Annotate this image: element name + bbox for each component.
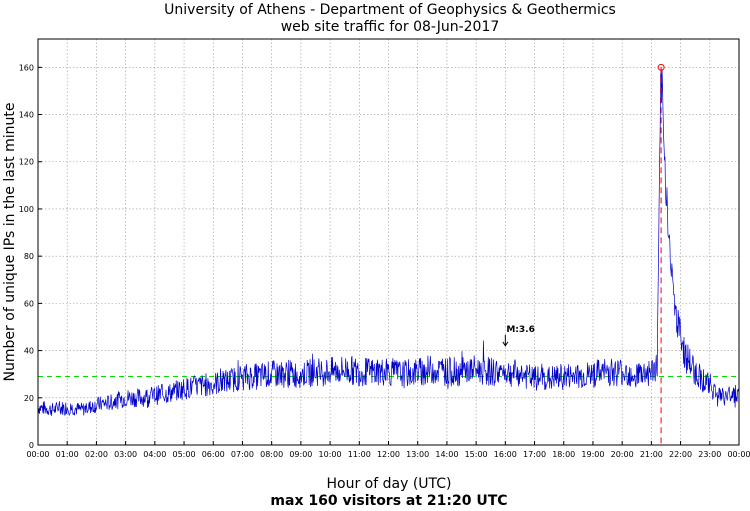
annotation-magnitude: M:3.6 — [502, 325, 535, 347]
x-tick-label: 04:00 — [143, 450, 166, 459]
x-tick-label: 13:00 — [406, 450, 429, 459]
y-axis-label: Number of unique IPs in the last minute — [2, 103, 18, 382]
x-tick-label: 14:00 — [435, 450, 458, 459]
x-tick-label: 08:00 — [260, 450, 283, 459]
x-tick-label: 10:00 — [319, 450, 342, 459]
x-tick-label: 01:00 — [56, 450, 79, 459]
x-tick-label: 07:00 — [231, 450, 254, 459]
y-tick-label: 100 — [19, 205, 34, 214]
x-axis-ticks: 00:00 01:00 02:00 03:00 04:00 05:00 06:00 07:00… — [26, 441, 750, 459]
x-tick-label: 00:00 — [727, 450, 750, 459]
peak-marker — [657, 63, 665, 445]
x-tick-label: 06:00 — [202, 450, 225, 459]
x-tick-label: 15:00 — [465, 450, 488, 459]
chart-title: University of Athens - Department of Geo… — [164, 2, 616, 18]
chart-subtitle: web site traffic for 08-Jun-2017 — [281, 19, 500, 35]
annotation-label: M:3.6 — [506, 325, 535, 335]
x-tick-label: 05:00 — [173, 450, 196, 459]
x-tick-label: 12:00 — [377, 450, 400, 459]
grid-lines — [38, 39, 739, 445]
series-traffic — [37, 67, 740, 417]
y-tick-label: 0 — [29, 441, 34, 450]
y-tick-label: 120 — [19, 158, 34, 167]
y-axis-ticks: 0 20 40 60 80 100 120 140 160 — [19, 63, 42, 450]
y-tick-label: 60 — [24, 299, 34, 308]
x-tick-label: 11:00 — [348, 450, 371, 459]
y-tick-label: 40 — [24, 347, 34, 356]
x-axis-label: Hour of day (UTC) — [327, 476, 452, 492]
x-tick-label: 18:00 — [552, 450, 575, 459]
y-tick-label: 80 — [24, 252, 34, 261]
x-tick-label: 00:00 — [26, 450, 49, 459]
peak-circle — [657, 63, 665, 71]
x-tick-label: 19:00 — [581, 450, 604, 459]
y-tick-label: 160 — [19, 63, 34, 72]
x-tick-label: 23:00 — [698, 450, 721, 459]
x-tick-label: 22:00 — [669, 450, 692, 459]
x-tick-label: 09:00 — [289, 450, 312, 459]
series-line — [37, 67, 740, 417]
x-tick-label: 02:00 — [85, 450, 108, 459]
max-visitors-note: max 160 visitors at 21:20 UTC — [270, 493, 507, 509]
x-tick-label: 03:00 — [114, 450, 137, 459]
x-tick-label: 16:00 — [494, 450, 517, 459]
annotation-arrow-head — [502, 341, 509, 347]
y-tick-label: 140 — [19, 111, 34, 120]
y-tick-label: 20 — [24, 394, 34, 403]
x-tick-label: 17:00 — [523, 450, 546, 459]
x-tick-label: 20:00 — [611, 450, 634, 459]
x-tick-label: 21:00 — [640, 450, 663, 459]
